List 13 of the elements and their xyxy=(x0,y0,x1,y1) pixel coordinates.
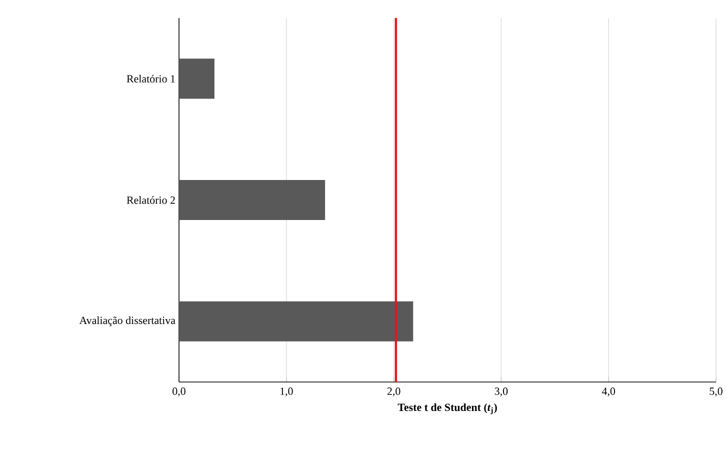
x-axis-title: Teste t de Student (t$_{j}$) xyxy=(398,403,497,414)
y-tick-label: Avaliação dissertativa xyxy=(79,316,176,326)
bar xyxy=(179,180,326,220)
y-tick-label: Relatório 2 xyxy=(126,196,175,204)
x-tick-label: 2,0 xyxy=(387,388,400,396)
x-tick-label: 1,0 xyxy=(280,388,293,396)
x-tick-label: 3,0 xyxy=(494,388,508,396)
bar xyxy=(179,58,214,99)
x-tick-label: 5,0 xyxy=(710,388,722,396)
x-tick-label: 0,0 xyxy=(172,388,186,396)
x-tick-label: 4,0 xyxy=(602,388,616,396)
bar xyxy=(179,301,414,342)
y-tick-label: Relatório 1 xyxy=(126,74,175,83)
